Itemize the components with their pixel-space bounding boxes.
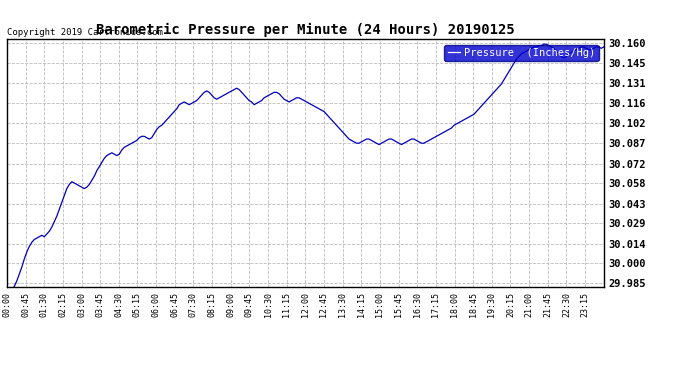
Pressure  (Inches/Hg)	[560, 56, 568, 60]
Legend: Pressure  (Inches/Hg): Pressure (Inches/Hg)	[444, 45, 598, 61]
Pressure  (Inches/Hg)	[205, 90, 213, 94]
Pressure  (Inches/Hg)	[43, 232, 51, 236]
Title: Barometric Pressure per Minute (24 Hours) 20190125: Barometric Pressure per Minute (24 Hours…	[96, 22, 515, 37]
Pressure  (Inches/Hg)	[3, 294, 11, 298]
Pressure  (Inches/Hg)	[28, 240, 36, 244]
Pressure  (Inches/Hg)	[397, 142, 406, 147]
Pressure  (Inches/Hg)	[600, 45, 608, 49]
Pressure  (Inches/Hg)	[98, 160, 106, 165]
Text: Copyright 2019 Cartronics.com: Copyright 2019 Cartronics.com	[7, 28, 163, 37]
Pressure  (Inches/Hg)	[540, 42, 548, 46]
Line: Pressure  (Inches/Hg): Pressure (Inches/Hg)	[7, 44, 604, 296]
